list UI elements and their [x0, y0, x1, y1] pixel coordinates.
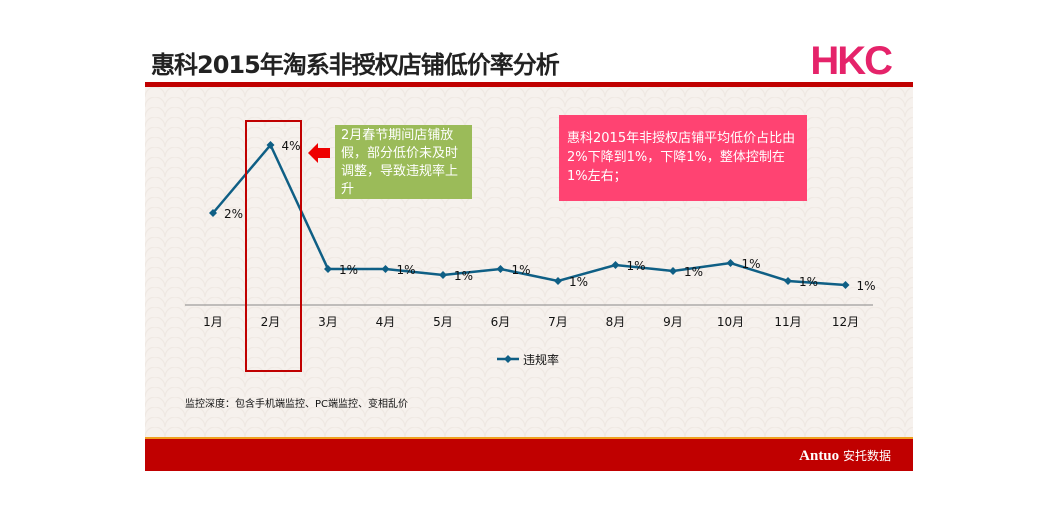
data-label: 1% [857, 279, 876, 293]
x-tick-label: 3月 [318, 315, 338, 329]
data-point [381, 265, 390, 273]
data-label: 1% [397, 263, 416, 277]
arrow-left-icon [308, 143, 330, 163]
header: 惠科2015年淘系非授权店铺低价率分析 HKC [145, 37, 913, 83]
summary-note: 惠科2015年非授权店铺平均低价占比由2%下降到1%，下降1%，整体控制在1%左… [559, 115, 807, 201]
data-point [611, 261, 620, 269]
data-label: 1% [454, 269, 473, 283]
x-tick-label: 11月 [774, 315, 801, 329]
data-label: 1% [569, 275, 588, 289]
brand-name: Antuo [799, 448, 840, 464]
highlight-box [245, 120, 302, 372]
slide: 惠科2015年淘系非授权店铺低价率分析 HKC 1月 2月 3月 4月 5月 6月 7月 8月… [145, 37, 913, 471]
x-tick-label: 4月 [376, 315, 396, 329]
x-tick-label: 6月 [491, 315, 511, 329]
data-point [209, 209, 217, 217]
x-tick-label: 1月 [203, 315, 223, 329]
annotation-note: 2月春节期间店铺放假，部分低价未及时调整，导致违规率上升 [335, 125, 472, 199]
page-title: 惠科2015年淘系非授权店铺低价率分析 [151, 51, 560, 79]
hkc-logo: HKC [810, 39, 893, 83]
x-tick-label: 7月 [548, 315, 568, 329]
data-point [266, 141, 275, 149]
data-label: 1% [627, 259, 646, 273]
antuo-logo: Antuo 安托数据 [799, 447, 891, 465]
data-label: 1% [684, 265, 703, 279]
x-tick-label: 9月 [663, 315, 683, 329]
data-label: 1% [799, 275, 818, 289]
data-point [439, 271, 447, 279]
x-tick-label: 10月 [717, 315, 744, 329]
data-point [554, 277, 562, 285]
data-label: 1% [512, 263, 531, 277]
x-tick-label: 12月 [832, 315, 859, 329]
divider [145, 82, 913, 87]
x-tick-label: 8月 [606, 315, 626, 329]
line-chart: 1月 2月 3月 4月 5月 6月 7月 8月 9月 10月 11月 12月 2% 4% 1% 1% 1% 1% 1… [185, 139, 876, 367]
data-point [496, 265, 505, 273]
data-label: 1% [742, 257, 761, 271]
series-line [212, 142, 846, 287]
data-point [784, 277, 792, 285]
data-point [324, 265, 332, 273]
data-point [726, 259, 735, 267]
brand-cn: 安托数据 [842, 449, 891, 463]
footer: Antuo 安托数据 [145, 437, 913, 471]
data-point [669, 267, 677, 275]
legend-marker [504, 355, 512, 363]
data-label: 4% [282, 139, 301, 153]
x-tick-label: 5月 [433, 315, 453, 329]
data-label: 2% [224, 207, 243, 221]
x-tick-label: 2月 [261, 315, 281, 329]
legend-label: 违规率 [523, 352, 559, 367]
footnote: 监控深度：包含手机端监控、PC端监控、变相乱价 [185, 399, 409, 410]
data-point [841, 281, 850, 289]
data-label: 1% [339, 263, 358, 277]
